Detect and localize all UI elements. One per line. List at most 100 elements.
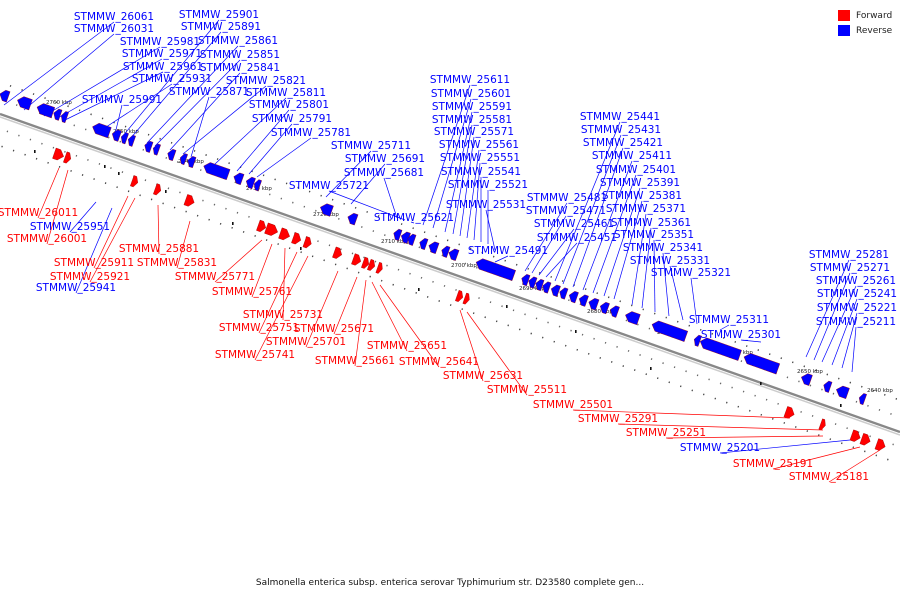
gene-label: STMMW_25481 [527, 192, 607, 204]
gene-connector [251, 243, 273, 298]
gene-label: STMMW_25211 [816, 316, 896, 328]
gene-connector [157, 204, 160, 255]
forward-swatch [838, 10, 850, 21]
gene-label: STMMW_25541 [441, 166, 521, 178]
forward-gene-arrow [455, 290, 464, 302]
gene-label: STMMW_26031 [74, 23, 154, 35]
track-tick [232, 222, 234, 225]
reverse-gene-arrow [187, 156, 197, 169]
gene-label: STMMW_25391 [600, 177, 680, 189]
gene-connector [545, 242, 578, 278]
gene-connector [256, 137, 312, 178]
reverse-gene-arrow [743, 353, 781, 375]
forward-gene-arrow [153, 183, 162, 196]
gene-label: STMMW_25881 [119, 243, 199, 255]
gene-label: STMMW_25581 [432, 114, 512, 126]
gene-connector [236, 109, 290, 172]
gene-label: STMMW_25871 [169, 86, 249, 98]
gene-connector [371, 281, 408, 352]
gene-connector [572, 409, 791, 419]
gene-label: STMMW_26061 [74, 11, 154, 23]
reverse-gene-arrow [111, 129, 122, 142]
reverse-gene-arrow [836, 385, 850, 399]
track-tick [506, 305, 508, 308]
reverse-gene-arrow [448, 248, 460, 261]
reverse-gene-arrow [550, 284, 561, 297]
track-tick [418, 288, 420, 291]
genome-backbone [0, 112, 900, 434]
gene-connector [37, 167, 60, 219]
gene-label: STMMW_25991 [82, 94, 162, 106]
gene-connector [821, 285, 857, 363]
gene-label: STMMW_25601 [431, 88, 511, 100]
reverse-gene-arrow [823, 380, 833, 393]
gene-connector [114, 104, 123, 135]
gene-connector [43, 46, 161, 117]
gene-connector [325, 150, 372, 198]
gene-label: STMMW_25251 [626, 427, 706, 439]
gene-connector [665, 435, 824, 439]
tick-label: 2710 kbp [381, 239, 407, 245]
gene-label: STMMW_25281 [809, 249, 889, 261]
gene-label: STMMW_25461 [534, 218, 614, 230]
gene-label: STMMW_25181 [789, 471, 869, 483]
forward-gene-arrow [462, 292, 470, 305]
reverse-gene-arrow [475, 258, 516, 281]
gene-label: STMMW_25291 [578, 413, 658, 425]
reverse-gene-arrow [17, 96, 33, 111]
gene-label: STMMW_25191 [733, 458, 813, 470]
track-tick [118, 172, 120, 175]
gene-connector [129, 31, 222, 140]
reverse-gene-arrow [347, 212, 359, 226]
gene-connector [305, 270, 339, 348]
tick-label: 2730 kbp [246, 186, 272, 192]
gene-connector [69, 201, 97, 233]
gene-connector [93, 195, 129, 269]
gene-connector [422, 84, 471, 226]
gene-label: STMMW_25971 [122, 48, 202, 60]
reverse-gene-arrow [568, 291, 579, 304]
gene-connector [719, 324, 730, 331]
reverse-gene-arrow [441, 245, 451, 258]
reverse-gene-arrow [651, 320, 689, 342]
gene-connector [617, 423, 824, 431]
tick-label: 2690 kbp [519, 286, 545, 292]
gene-connector [603, 187, 641, 297]
gene-label: STMMW_26011 [0, 207, 78, 219]
reverse-gene-arrow [609, 305, 620, 318]
gene-label: STMMW_25741 [215, 349, 295, 361]
track-line [9, 84, 900, 402]
forward-gene-arrow [63, 151, 72, 164]
reverse-gene-arrow [407, 233, 417, 246]
gene-label: STMMW_25611 [430, 74, 510, 86]
gene-label: STMMW_25361 [611, 217, 691, 229]
gene-connector [572, 147, 624, 288]
forward-gene-arrow [52, 147, 64, 161]
forward-gene-arrow [256, 219, 267, 233]
reverse-swatch [838, 25, 850, 36]
gene-label: STMMW_25591 [432, 101, 512, 113]
gene-connector [641, 227, 652, 309]
gene-label: STMMW_25351 [614, 229, 694, 241]
gene-label: STMMW_25411 [592, 150, 672, 162]
gene-connector [805, 259, 850, 358]
gene-label: STMMW_25471 [526, 205, 606, 217]
reverse-gene-arrow [693, 334, 702, 347]
gene-connector [740, 339, 762, 343]
track-tick [104, 165, 106, 168]
reverse-gene-arrow [400, 231, 411, 244]
gene-connector [851, 326, 857, 373]
gene-connector [176, 220, 191, 269]
gene-label: STMMW_25271 [810, 262, 890, 274]
gene-label: STMMW_25441 [580, 111, 660, 123]
gene-connector [562, 134, 622, 285]
reverse-gene-arrow [167, 148, 177, 162]
forward-gene-arrow [264, 222, 278, 236]
gene-label: STMMW_25501 [533, 399, 613, 411]
gene-label: STMMW_25731 [243, 309, 323, 321]
gene-label: STMMW_25941 [36, 282, 116, 294]
gene-connector [432, 98, 472, 229]
forward-gene-arrow [818, 418, 826, 431]
forward-gene-arrow [183, 194, 195, 207]
